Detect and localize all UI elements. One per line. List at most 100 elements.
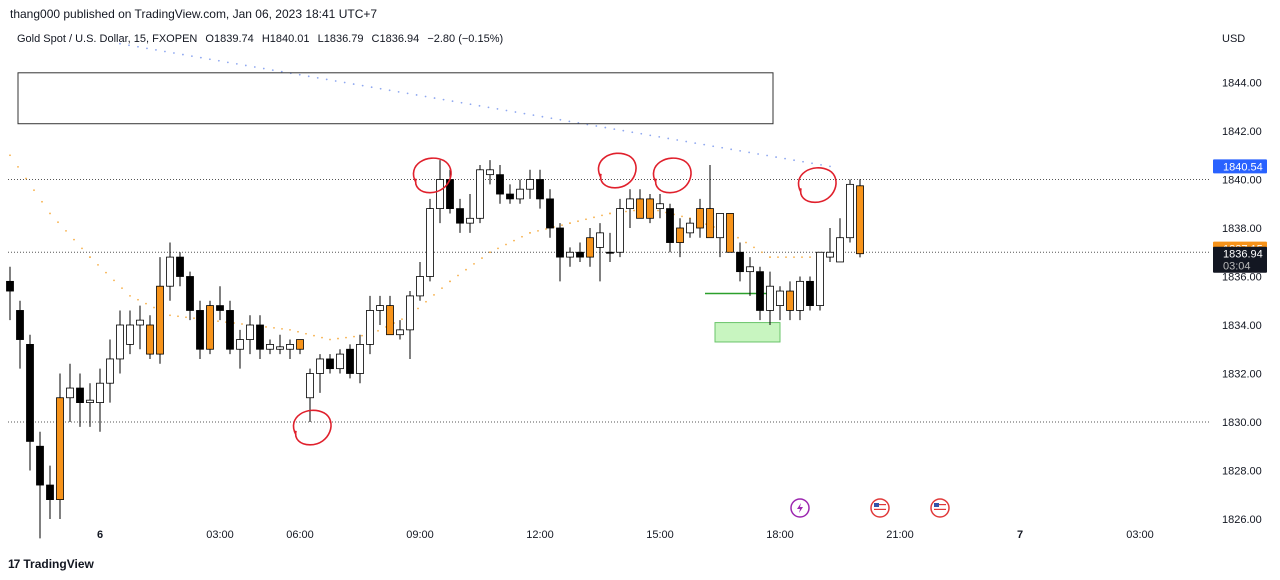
range-box [17, 72, 774, 125]
trend-dot [721, 146, 724, 149]
ema-dot [9, 154, 11, 157]
trend-dot [352, 83, 355, 85]
candle [66, 363, 74, 422]
x-tick-label: 18:00 [766, 529, 794, 541]
trend-dot [793, 159, 795, 162]
ema-dot [185, 316, 187, 319]
trend-dot [190, 55, 193, 58]
candle-body [26, 343, 34, 442]
price-label-countdown: 03:04 [1223, 261, 1251, 273]
candle-body [696, 208, 704, 229]
candle [646, 194, 654, 224]
candle-body [566, 251, 574, 258]
trend-dots [119, 42, 831, 168]
ema-dot [745, 241, 747, 244]
x-tick-label: 7 [1017, 529, 1023, 541]
ema-dot [737, 236, 739, 239]
candle-body [516, 188, 524, 200]
price-label: 1840.54 [1213, 159, 1267, 174]
candle-body [386, 305, 394, 336]
candle-body [136, 319, 144, 326]
trend-dot [676, 139, 679, 141]
drawn-shapes [17, 72, 781, 343]
candle [686, 218, 694, 238]
candle [46, 465, 54, 519]
ema-dot [505, 243, 507, 246]
candle-body [366, 310, 374, 345]
ema-dot [449, 280, 451, 283]
candle [456, 198, 464, 233]
ema-dot [777, 256, 779, 258]
ema-dot [329, 338, 331, 341]
candle-body [426, 208, 434, 277]
price-label-text: 1836.94 [1223, 249, 1263, 261]
event-icons [790, 498, 950, 518]
brand-name: TradingView [23, 557, 94, 571]
trend-dot [514, 111, 517, 113]
candle [156, 257, 164, 364]
candle [496, 164, 504, 204]
candle [286, 339, 294, 359]
candle-body [716, 213, 724, 239]
ema-dot [169, 314, 171, 317]
candle [36, 431, 44, 539]
y-tick-label: 1832.00 [1222, 369, 1262, 381]
candle-body [16, 310, 24, 340]
candle-body [726, 213, 734, 253]
ema-dot [569, 222, 571, 225]
candle [266, 339, 274, 355]
ema-dot [481, 257, 483, 259]
candle-body [176, 256, 184, 277]
red-circle-annotation [292, 409, 332, 446]
candle [636, 189, 644, 219]
ema-dot [585, 218, 587, 221]
ema-dot [425, 300, 427, 303]
ema-dot [609, 212, 611, 215]
candle [26, 334, 34, 471]
x-tick-label: 06:00 [286, 529, 314, 541]
trend-dot [775, 156, 777, 158]
candle [6, 266, 14, 321]
candle-body [746, 266, 754, 273]
x-tick-label: 21:00 [886, 529, 914, 541]
ema-dot [241, 323, 243, 325]
legend-symbol[interactable]: Gold Spot / U.S. Dollar, 15, FXOPEN [17, 33, 198, 45]
trend-dot [164, 50, 166, 53]
ema-dot [465, 268, 467, 271]
candle [726, 213, 734, 253]
us-flag-icon [930, 498, 950, 518]
candle-body [546, 198, 554, 229]
candle-body [676, 227, 684, 243]
trend-dot [820, 163, 822, 166]
candle [676, 218, 684, 258]
candle-body [576, 251, 584, 258]
ema-dot [273, 327, 275, 329]
trend-dot [604, 126, 607, 129]
lightning-icon [790, 498, 810, 518]
candle-body [316, 358, 324, 374]
candle [426, 198, 434, 282]
candle [226, 300, 234, 355]
candle-body [686, 222, 694, 234]
trend-dot [361, 84, 364, 87]
candle [606, 232, 614, 262]
trend-dot [155, 49, 157, 51]
candle [846, 179, 854, 243]
tradingview-brand[interactable]: 17 TradingView [8, 557, 94, 571]
candle [436, 160, 444, 224]
candle-body [406, 295, 414, 331]
ema-dot [497, 247, 499, 250]
candle [556, 223, 564, 282]
candle [696, 198, 704, 238]
trend-dot [784, 157, 786, 160]
candle-body [36, 445, 44, 486]
trend-dot [487, 106, 490, 109]
trend-dot [433, 97, 436, 99]
candle-body [6, 280, 14, 292]
ema-dot [265, 326, 267, 328]
ema-dot [521, 235, 523, 238]
trend-dot [658, 135, 661, 138]
trend-dot [460, 101, 463, 104]
ema-dot [681, 215, 683, 218]
